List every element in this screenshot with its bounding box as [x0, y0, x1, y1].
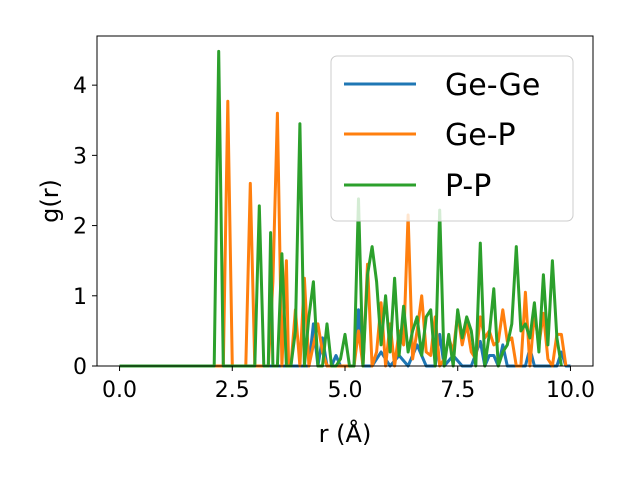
y-axis: 0 1 2 3 4 — [73, 74, 97, 380]
x-tick-label: 10.0 — [546, 378, 595, 403]
legend-label-p-p: P-P — [445, 169, 491, 204]
legend-box — [330, 55, 574, 222]
legend: Ge-Ge Ge-P P-P — [330, 55, 574, 222]
x-tick-label: 2.5 — [215, 378, 250, 403]
y-tick-label: 4 — [73, 74, 87, 99]
y-tick-label: 1 — [73, 285, 87, 310]
x-tick-label: 7.5 — [440, 378, 475, 403]
x-tick-label: 0.0 — [102, 378, 137, 403]
x-axis-label: r (Å) — [319, 419, 372, 448]
y-tick-label: 3 — [73, 144, 87, 169]
x-axis: 0.0 2.5 5.0 7.5 10.0 — [102, 366, 595, 403]
legend-label-ge-ge: Ge-Ge — [445, 68, 540, 103]
y-tick-label: 2 — [73, 215, 87, 240]
legend-label-ge-p: Ge-P — [445, 118, 516, 153]
y-axis-label: g(r) — [36, 179, 64, 223]
y-tick-label: 0 — [73, 355, 87, 380]
x-tick-label: 5.0 — [328, 378, 363, 403]
